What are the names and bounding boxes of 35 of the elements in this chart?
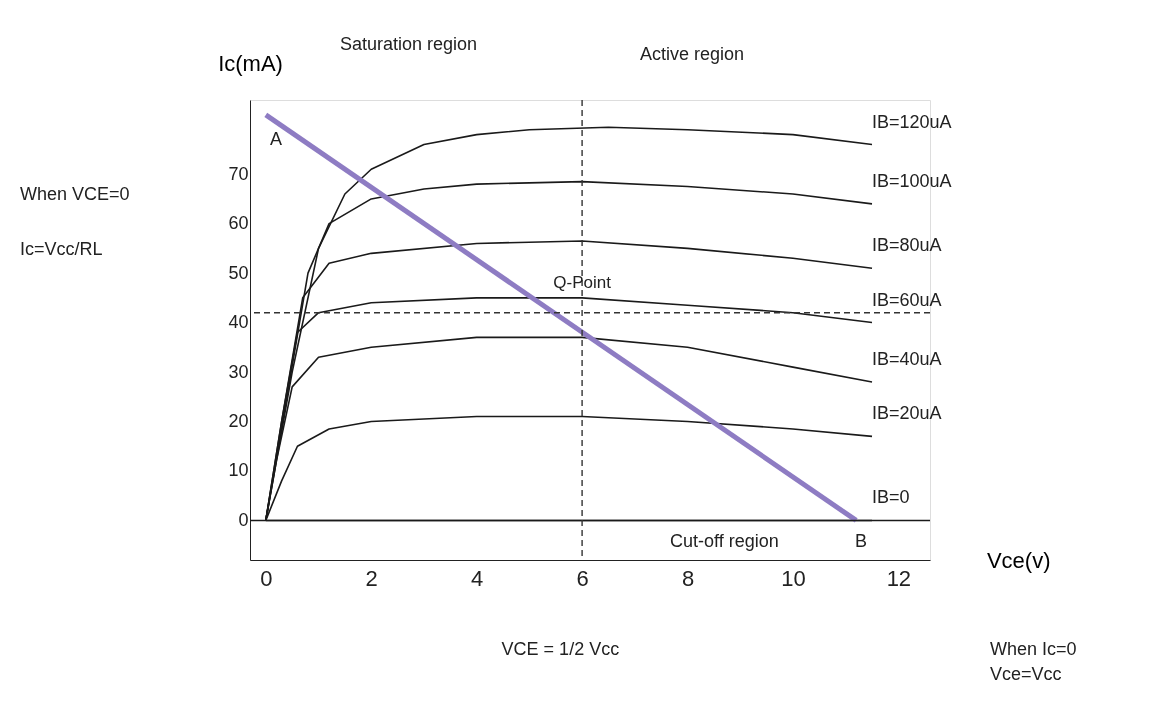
text: Vce=Vcc [990, 664, 1062, 684]
x-tick-label: 0 [260, 565, 273, 591]
series-label: IB=60uA [872, 289, 942, 310]
text: Active region [640, 44, 745, 64]
y-tick-label: 70 [228, 163, 249, 184]
x-tick-label: 6 [576, 565, 589, 591]
annotation: Cut-off region [670, 531, 779, 551]
y-axis-title: Ic(mA) [218, 50, 283, 76]
y-tick-label: 10 [228, 460, 249, 481]
annotation: B [855, 531, 868, 551]
series-label: IB=120uA [872, 111, 952, 132]
x-tick-label: 2 [365, 565, 378, 591]
text: Ic=Vcc/RL [20, 239, 103, 259]
y-tick-label: 50 [228, 262, 249, 283]
annotation: A [270, 129, 283, 149]
annotation: Q-Point [553, 273, 612, 293]
text: When VCE=0 [20, 184, 130, 204]
series-label: IB=0 [872, 487, 910, 508]
y-tick-label: 40 [228, 312, 249, 333]
y-tick-label: 20 [228, 411, 249, 432]
series-label: IB=100uA [872, 170, 952, 191]
x-tick-label: 10 [781, 565, 806, 591]
text: VCE = 1/2 Vcc [501, 639, 620, 659]
x-tick-label: 4 [471, 565, 484, 591]
x-axis-title: Vce(v) [986, 547, 1051, 573]
text: Saturation region [340, 34, 478, 54]
x-tick-label: 8 [681, 565, 695, 591]
y-tick-label: 30 [228, 361, 249, 382]
y-tick-label: 0 [238, 509, 249, 530]
text: When Ic=0 [990, 639, 1077, 659]
series-label: IB=20uA [872, 403, 942, 424]
y-tick-label: 60 [228, 213, 249, 234]
series-label: IB=40uA [872, 348, 942, 369]
series-label: IB=80uA [872, 235, 942, 256]
x-tick-label: 12 [886, 565, 912, 591]
